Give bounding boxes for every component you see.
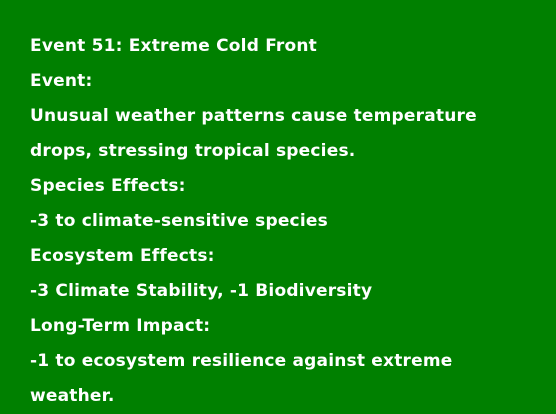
ecosystem-effects-heading: Ecosystem Effects:	[30, 246, 215, 266]
event-description-line-2: drops, stressing tropical species.	[30, 141, 356, 161]
long-term-impact-line-1: -1 to ecosystem resilience against extre…	[30, 351, 453, 371]
species-effects-text: -3 to climate-sensitive species	[30, 211, 328, 231]
ecosystem-effects-text: -3 Climate Stability, -1 Biodiversity	[30, 281, 373, 301]
event-title: Event 51: Extreme Cold Front	[30, 36, 318, 56]
event-description-line-1: Unusual weather patterns cause temperatu…	[30, 106, 477, 126]
long-term-impact-heading: Long-Term Impact:	[30, 316, 211, 336]
event-heading: Event:	[30, 71, 93, 91]
species-effects-heading: Species Effects:	[30, 176, 186, 196]
long-term-impact-line-2: weather.	[30, 386, 115, 406]
